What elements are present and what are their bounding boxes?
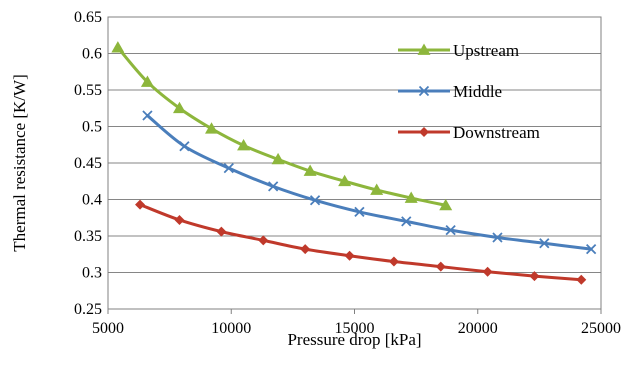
data-point — [338, 174, 352, 187]
x-tick-label: 10000 — [211, 320, 251, 337]
grid-lines — [107, 16, 602, 314]
series-line — [138, 203, 583, 282]
legend-item-downstream: Downstream — [398, 123, 540, 142]
data-point — [370, 183, 384, 195]
data-point — [271, 152, 285, 165]
data-point — [404, 191, 418, 203]
data-point — [140, 75, 154, 87]
data-point — [401, 216, 412, 227]
data-point — [237, 138, 251, 151]
data-point — [445, 225, 456, 236]
legend-item-upstream: Upstream — [398, 41, 519, 60]
y-tick-label: 0.4 — [82, 192, 102, 209]
data-point — [179, 141, 190, 152]
data-point — [492, 232, 503, 243]
legend: Upstream Middle Downstream — [398, 41, 540, 142]
series-downstream — [135, 199, 587, 285]
legend-item-middle: Middle — [398, 82, 502, 101]
data-point — [142, 110, 153, 121]
data-point — [482, 266, 493, 277]
data-point — [435, 261, 446, 272]
data-point — [344, 250, 355, 261]
x-tick-label: 25000 — [581, 320, 621, 337]
y-axis-title: Thermal resistance [K/W] — [10, 74, 29, 251]
data-point — [439, 198, 453, 211]
data-point — [216, 226, 227, 237]
x-axis-title: Pressure drop [kPa] — [287, 330, 421, 349]
data-point — [539, 238, 550, 249]
y-tick-label: 0.35 — [74, 228, 102, 245]
plot-area-border — [107, 16, 602, 310]
y-tick-label: 0.45 — [74, 155, 102, 172]
data-point — [354, 206, 365, 218]
legend-label: Upstream — [453, 41, 519, 60]
data-point — [223, 162, 234, 174]
series-group — [111, 41, 597, 285]
data-point — [300, 244, 311, 255]
data-point — [388, 256, 399, 267]
data-point — [303, 164, 317, 176]
data-point — [174, 214, 185, 225]
legend-label: Middle — [453, 82, 502, 101]
data-point — [586, 244, 597, 255]
data-point — [111, 41, 125, 53]
series-middle — [142, 110, 597, 255]
y-tick-label: 0.25 — [74, 301, 102, 318]
legend-label: Downstream — [453, 123, 540, 142]
y-tick-label: 0.6 — [82, 46, 102, 63]
y-tick-label: 0.55 — [74, 82, 102, 99]
series-upstream — [111, 41, 453, 211]
x-tick-label: 20000 — [458, 320, 498, 337]
data-point — [309, 195, 321, 206]
data-point — [268, 181, 279, 192]
data-point — [135, 199, 146, 210]
y-tick-label: 0.3 — [82, 265, 102, 282]
data-point — [529, 271, 540, 282]
legend-marker — [418, 85, 430, 97]
x-tick-label: 15000 — [335, 320, 375, 337]
y-tick-label: 0.65 — [74, 9, 102, 26]
data-point — [576, 274, 587, 285]
data-point — [258, 235, 269, 246]
tick-labels: 0.25 0.3 0.35 0.4 0.45 0.5 0.55 0.6 0.65 5000 1000… — [74, 9, 621, 337]
data-point — [172, 101, 186, 114]
data-point — [205, 122, 219, 134]
y-tick-label: 0.5 — [82, 119, 102, 136]
legend-marker — [419, 127, 429, 137]
x-tick-label: 5000 — [92, 320, 124, 337]
legend-marker — [417, 43, 431, 55]
